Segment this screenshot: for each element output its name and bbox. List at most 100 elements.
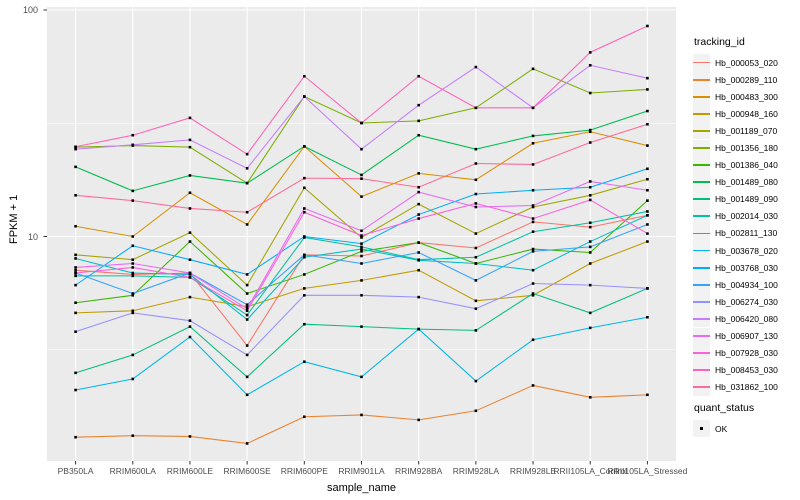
data-point — [588, 240, 592, 243]
legend-line-swatch — [693, 369, 710, 372]
x-tick-label: RRII105LA_Stressed — [607, 466, 688, 476]
data-point — [474, 299, 478, 303]
legend-item: Hb_006907_130 — [693, 327, 799, 345]
legend-key-line-icon — [693, 242, 710, 260]
data-point — [588, 262, 592, 265]
data-point — [474, 255, 478, 259]
data-point — [360, 250, 363, 253]
legend-line-swatch — [693, 283, 710, 286]
data-point — [74, 145, 77, 149]
data-point — [646, 177, 649, 181]
data-point — [74, 224, 77, 228]
legend-key-line-icon — [693, 276, 710, 294]
data-point — [360, 247, 363, 251]
data-point — [474, 178, 478, 182]
legend-item: Hb_004934_100 — [693, 276, 799, 294]
legend-item: Hb_006420_080 — [693, 310, 799, 328]
data-point — [417, 259, 420, 262]
data-point — [531, 67, 535, 71]
data-point — [474, 246, 478, 250]
legend-line-swatch — [693, 147, 710, 149]
x-tick-label: RRIM600PE — [280, 466, 328, 476]
data-point — [360, 177, 363, 180]
data-point — [303, 207, 306, 210]
data-point — [188, 240, 192, 243]
data-point — [360, 242, 363, 245]
data-point — [188, 335, 192, 339]
legend-item: Hb_000483_300 — [693, 88, 799, 106]
data-point — [188, 258, 192, 261]
data-point — [303, 360, 306, 364]
data-point — [588, 130, 592, 134]
legend-item: Hb_001489_090 — [693, 190, 799, 208]
x-tick-label: RRII105LA_Control — [553, 466, 628, 476]
data-point — [588, 311, 592, 315]
data-point — [131, 311, 135, 315]
legend-item-label: Hb_001489_080 — [715, 177, 778, 188]
data-point — [188, 174, 192, 177]
data-point — [531, 250, 535, 253]
legend-key-line-icon — [693, 71, 710, 89]
data-point — [646, 287, 649, 290]
data-point — [646, 214, 649, 217]
legend-line-swatch — [693, 249, 710, 252]
data-point — [303, 145, 306, 148]
data-point — [131, 189, 135, 193]
legend-key-line-icon — [693, 88, 710, 106]
data-point — [474, 307, 478, 310]
data-point — [360, 279, 363, 282]
data-point — [531, 268, 535, 272]
data-point — [417, 327, 420, 331]
data-point — [531, 141, 535, 145]
data-point — [303, 176, 306, 180]
data-point — [74, 165, 77, 169]
data-point — [360, 234, 363, 237]
data-point — [74, 283, 77, 287]
data-point — [131, 235, 135, 238]
data-point — [588, 91, 592, 95]
data-point — [131, 434, 135, 437]
legend-item: Hb_001189_070 — [693, 122, 799, 140]
data-point — [74, 435, 77, 439]
data-point — [474, 379, 478, 383]
x-axis-title: sample_name — [326, 482, 397, 494]
data-point — [588, 63, 592, 67]
data-point — [360, 254, 363, 258]
legend-key-line-icon — [693, 105, 710, 123]
data-point — [646, 109, 649, 113]
data-point — [74, 194, 77, 197]
legend-title: quant_status — [694, 402, 755, 414]
data-point — [360, 245, 363, 249]
legend-item: Hb_000053_020 — [693, 54, 799, 72]
data-point — [131, 266, 135, 269]
legend-item-label: Hb_004934_100 — [715, 279, 778, 290]
legend-item-label: Hb_000948_160 — [715, 108, 778, 119]
data-point — [588, 198, 592, 202]
legend-line-swatch — [693, 215, 710, 218]
data-point — [188, 319, 192, 322]
legend-line-swatch — [693, 181, 710, 184]
x-tick-label: PB350LA — [57, 466, 94, 476]
x-tick-label: RRIM600SE — [223, 466, 271, 476]
data-point — [360, 375, 363, 379]
data-point — [531, 134, 535, 138]
data-point — [531, 338, 535, 342]
data-point — [74, 388, 77, 392]
data-point — [303, 235, 306, 238]
data-point — [188, 295, 192, 299]
legend-point-swatch — [700, 427, 704, 431]
panel-contents — [47, 7, 676, 461]
legend-item-label: Hb_003678_020 — [715, 245, 778, 256]
x-tick-label: RRIM928LE — [509, 466, 557, 476]
data-point — [474, 329, 478, 332]
x-tick-label: RRIM928LA — [452, 466, 500, 476]
legend-item-label: Hb_008453_030 — [715, 365, 778, 376]
data-point — [531, 163, 535, 166]
legend-item-label: Hb_006274_030 — [715, 296, 778, 307]
data-point — [74, 147, 77, 151]
legend-item-label: Hb_002014_030 — [715, 211, 778, 222]
data-point — [646, 76, 649, 80]
data-point — [245, 344, 249, 347]
data-point — [188, 191, 192, 195]
legend-line-swatch — [693, 164, 710, 166]
